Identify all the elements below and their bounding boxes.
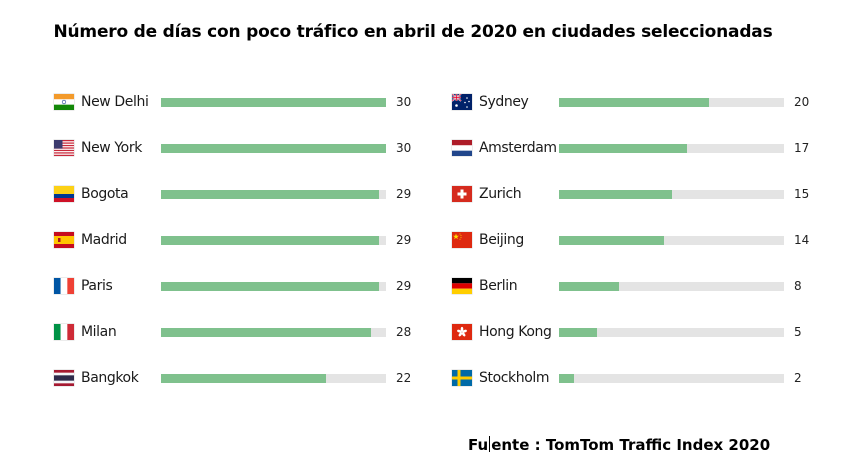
data-label: 30 <box>396 141 412 155</box>
bar-row: Stockholm 2 <box>452 370 822 390</box>
bar-row: Madrid 29 <box>54 232 424 252</box>
bar-track <box>559 282 784 291</box>
usa-flag-icon <box>54 140 74 156</box>
netherlands-flag-icon <box>452 140 472 156</box>
australia-flag-icon <box>452 94 472 110</box>
hong-kong-flag-icon <box>452 324 472 340</box>
bar-row: Berlin 8 <box>452 278 822 298</box>
category-label: Amsterdam <box>479 140 557 156</box>
colombia-flag-icon <box>54 186 74 202</box>
bar-row: Beijing 14 <box>452 232 822 252</box>
bar-row: Zurich 15 <box>452 186 822 206</box>
data-label: 29 <box>396 233 412 247</box>
category-label: New York <box>81 140 142 156</box>
data-label: 5 <box>794 325 802 339</box>
bar-row: Amsterdam 17 <box>452 140 822 160</box>
data-label: 2 <box>794 371 802 385</box>
bar-track <box>161 144 386 153</box>
bar-track <box>559 236 784 245</box>
bar-row: Paris 29 <box>54 278 424 298</box>
bar-track <box>559 190 784 199</box>
bar-track <box>161 236 386 245</box>
chart-title: Número de días con poco tráfico en abril… <box>53 22 773 42</box>
category-label: Zurich <box>479 186 522 202</box>
bar-track <box>161 328 386 337</box>
bar-track <box>161 98 386 107</box>
france-flag-icon <box>54 278 74 294</box>
bar <box>161 328 371 337</box>
data-label: 8 <box>794 279 802 293</box>
bar <box>559 144 687 153</box>
italy-flag-icon <box>54 324 74 340</box>
data-label: 29 <box>396 279 412 293</box>
text-cursor <box>489 436 491 452</box>
source-note: Fu ente : TomTom Traffic Index 2020 <box>468 436 770 454</box>
bar <box>161 236 379 245</box>
bar <box>559 282 619 291</box>
bar <box>161 144 386 153</box>
bar-row: Bogota 29 <box>54 186 424 206</box>
category-label: Madrid <box>81 232 127 248</box>
bar-track <box>161 190 386 199</box>
china-flag-icon <box>452 232 472 248</box>
bar-track <box>559 374 784 383</box>
category-label: Sydney <box>479 94 529 110</box>
source-text-start: Fu <box>468 436 489 454</box>
bar-row: New York 30 <box>54 140 424 160</box>
bar-row: New Delhi 30 <box>54 94 424 114</box>
thailand-flag-icon <box>54 370 74 386</box>
bar <box>161 282 379 291</box>
spain-flag-icon <box>54 232 74 248</box>
bar <box>559 190 672 199</box>
category-label: Milan <box>81 324 117 340</box>
bar <box>559 236 664 245</box>
bar-row: Milan 28 <box>54 324 424 344</box>
bar <box>559 328 597 337</box>
bar <box>559 98 709 107</box>
bar <box>161 374 326 383</box>
india-flag-icon <box>54 94 74 110</box>
data-label: 17 <box>794 141 810 155</box>
bar-track <box>161 374 386 383</box>
category-label: Paris <box>81 278 113 294</box>
bar <box>161 98 386 107</box>
germany-flag-icon <box>452 278 472 294</box>
switzerland-flag-icon <box>452 186 472 202</box>
bar-track <box>559 328 784 337</box>
category-label: Stockholm <box>479 370 550 386</box>
bar-row: Sydney 20 <box>452 94 822 114</box>
category-label: Bogota <box>81 186 129 202</box>
bar-track <box>559 144 784 153</box>
data-label: 20 <box>794 95 810 109</box>
bar-track <box>161 282 386 291</box>
bar-track <box>559 98 784 107</box>
bar <box>161 190 379 199</box>
bar <box>559 374 574 383</box>
data-label: 30 <box>396 95 412 109</box>
sweden-flag-icon <box>452 370 472 386</box>
data-label: 29 <box>396 187 412 201</box>
data-label: 22 <box>396 371 412 385</box>
category-label: Berlin <box>479 278 518 294</box>
source-text-end: ente : TomTom Traffic Index 2020 <box>491 436 771 454</box>
bar-row: Hong Kong 5 <box>452 324 822 344</box>
category-label: New Delhi <box>81 94 149 110</box>
bar-row: Bangkok 22 <box>54 370 424 390</box>
data-label: 14 <box>794 233 810 247</box>
category-label: Hong Kong <box>479 324 552 340</box>
data-label: 15 <box>794 187 810 201</box>
category-label: Bangkok <box>81 370 139 386</box>
category-label: Beijing <box>479 232 524 248</box>
data-label: 28 <box>396 325 412 339</box>
